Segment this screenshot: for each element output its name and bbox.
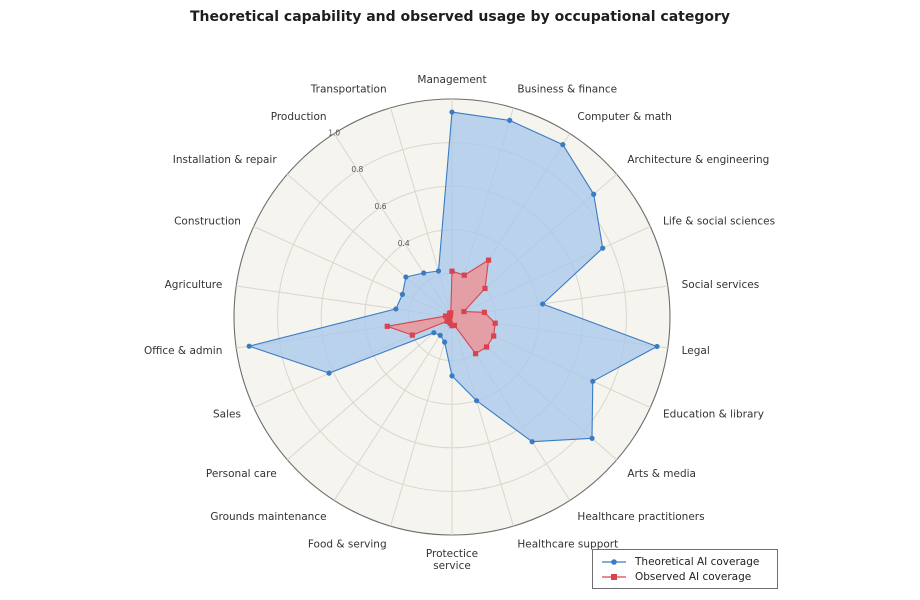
category-label: Protectice service [426, 548, 478, 572]
data-point [448, 310, 454, 316]
legend-swatch-theoretical [602, 559, 626, 565]
data-point [560, 142, 566, 148]
data-point [491, 333, 497, 339]
legend-swatch-observed [602, 574, 626, 580]
category-label: Healthcare support [517, 539, 618, 551]
radial-tick-label: 0.6 [375, 202, 387, 211]
category-label: Legal [682, 345, 710, 357]
radial-tick-label: 1.0 [328, 128, 340, 137]
data-point [654, 343, 660, 350]
category-label: Production [271, 111, 327, 123]
series-observed [384, 257, 498, 357]
data-point [399, 291, 406, 297]
data-point [437, 332, 443, 338]
category-label: Life & social sciences [663, 216, 775, 228]
category-label: Architecture & engineering [627, 154, 769, 166]
category-label: Management [417, 74, 486, 86]
data-point [600, 245, 606, 251]
data-point [246, 343, 252, 349]
chart-title: Theoretical capability and observed usag… [189, 9, 731, 25]
legend-label-theoretical: Theoretical AI coverage [635, 556, 760, 568]
data-point [589, 435, 595, 441]
data-point [529, 439, 535, 445]
data-point [393, 306, 399, 312]
category-label: Agriculture [165, 279, 223, 291]
data-point [461, 272, 467, 278]
category-label: Education & library [663, 408, 764, 420]
category-label: Business & finance [517, 83, 617, 95]
data-point [540, 301, 546, 307]
category-label: Healthcare practitioners [577, 511, 704, 523]
category-labels: Management Business & finance Computer & m… [144, 74, 775, 572]
category-label: Computer & math [577, 111, 672, 123]
data-point [507, 117, 513, 123]
data-point [431, 330, 437, 336]
data-point [326, 370, 332, 376]
category-label: Office & admin [144, 345, 222, 357]
grid-spoke [333, 316, 453, 501]
radial-tick-label: 0.8 [351, 165, 363, 174]
legend-item-observed: Observed AI coverage [601, 570, 751, 584]
category-label: Installation & repair [173, 154, 278, 166]
grid-spoke [390, 316, 453, 527]
category-label: Sales [213, 408, 241, 420]
category-label: Social services [682, 279, 760, 291]
data-point [483, 344, 490, 350]
legend-item-theoretical: Theoretical AI coverage [601, 555, 759, 569]
data-point [482, 285, 488, 292]
category-label: Food & serving [308, 539, 387, 551]
data-point [403, 274, 409, 280]
legend-label-observed: Observed AI coverage [635, 571, 752, 583]
data-point [590, 378, 596, 384]
grid-spoke [286, 316, 453, 461]
data-point [447, 320, 453, 326]
category-label: Personal care [206, 468, 277, 480]
data-point [449, 268, 455, 274]
radial-tick-label: 0.4 [398, 239, 410, 248]
data-point [473, 398, 480, 404]
radial-tick-labels: 0.4 0.6 0.8 1.0 [328, 128, 410, 248]
data-point [442, 339, 448, 345]
legend: Theoretical AI coverage Observed AI cove… [592, 549, 778, 589]
data-point [481, 309, 487, 315]
data-point [421, 270, 427, 276]
data-point [442, 313, 449, 319]
data-point [472, 351, 479, 357]
data-point [485, 257, 492, 263]
data-point [492, 320, 498, 326]
data-point [449, 109, 455, 115]
category-label: Grounds maintenance [210, 511, 326, 523]
data-point [461, 308, 467, 315]
data-point [444, 318, 450, 324]
data-point [409, 332, 415, 338]
data-point [384, 323, 390, 329]
data-point [435, 268, 442, 274]
category-label: Arts & media [627, 468, 696, 480]
data-point [591, 191, 597, 197]
category-label: Construction [174, 216, 241, 228]
data-point [449, 373, 455, 379]
category-label: Transportation [310, 83, 387, 95]
